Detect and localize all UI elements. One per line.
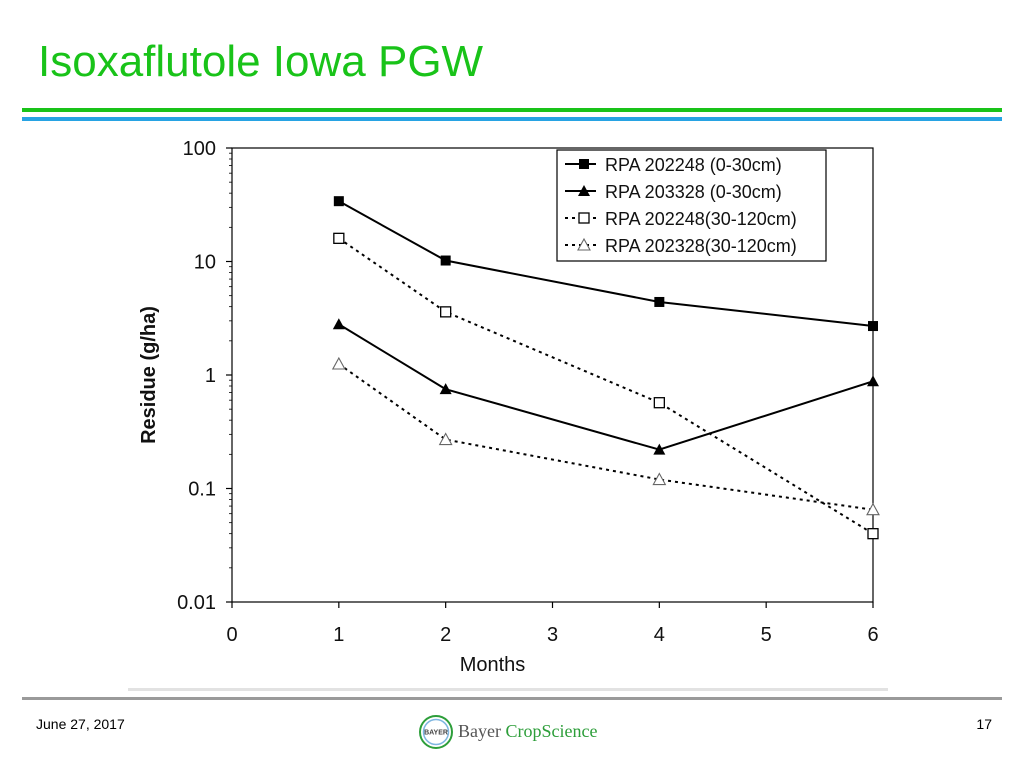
series-3-point xyxy=(333,232,345,244)
logo-product: CropScience xyxy=(505,721,598,741)
chart-series xyxy=(331,196,880,540)
chart-axes: 0.01 0.1 1 10 100 0 1 2 3 4 5 6 Months Residue (g/ha) xyxy=(138,138,879,676)
logo-wordmark: Bayer CropScience xyxy=(458,721,597,742)
legend-marker xyxy=(579,159,589,169)
x-tick-label: 6 xyxy=(867,624,878,646)
bayer-cropscience-logo: BAYER Bayer CropScience xyxy=(416,712,616,754)
footer-date: June 27, 2017 xyxy=(36,716,125,732)
series-2-point xyxy=(332,318,345,330)
series-4-point xyxy=(438,432,453,446)
footer-divider xyxy=(22,697,1002,700)
title-divider-green xyxy=(22,108,1002,112)
series-4-point xyxy=(866,502,880,516)
y-tick-label: 10 xyxy=(194,252,216,274)
series-1-point xyxy=(333,196,344,207)
series-2-point xyxy=(867,375,879,387)
x-tick-label: 0 xyxy=(226,624,237,646)
legend-label: RPA 203328 (0-30cm) xyxy=(605,182,782,202)
x-tick-label: 3 xyxy=(547,624,558,646)
series-line-2 xyxy=(338,323,874,451)
chart-underline xyxy=(128,688,888,691)
series-line-1 xyxy=(338,200,874,328)
legend-label: RPA 202248(30-120cm) xyxy=(605,209,797,229)
y-axis-label: Residue (g/ha) xyxy=(138,306,160,444)
y-tick-label: 0.01 xyxy=(177,592,216,614)
series-1-point xyxy=(440,255,451,266)
x-tick-label: 2 xyxy=(440,624,451,646)
y-tick-label: 100 xyxy=(183,138,216,160)
x-axis-label: Months xyxy=(460,654,526,676)
x-tick-label: 1 xyxy=(333,624,344,646)
series-1-point xyxy=(868,321,878,332)
series-2-point xyxy=(439,383,452,395)
series-1-point xyxy=(654,296,665,307)
x-tick-label: 5 xyxy=(761,624,772,646)
series-4-point xyxy=(331,356,346,370)
logo-badge-text: BAYER xyxy=(424,730,448,737)
x-tick-label: 4 xyxy=(654,624,665,646)
page-number: 17 xyxy=(976,716,992,732)
legend-label: RPA 202248 (0-30cm) xyxy=(605,155,782,175)
series-line-4 xyxy=(338,363,874,511)
legend-box xyxy=(556,149,827,262)
bayer-cross-logo-icon: BAYER xyxy=(419,715,453,749)
y-tick-label: 0.1 xyxy=(188,479,216,501)
legend-label: RPA 202328(30-120cm) xyxy=(605,236,797,256)
logo-brand: Bayer xyxy=(458,721,501,741)
legend-marker xyxy=(578,185,590,196)
series-line-3 xyxy=(338,237,874,535)
y-tick-label: 1 xyxy=(205,365,216,387)
residue-chart: 0.01 0.1 1 10 100 0 1 2 3 4 5 6 Months Residue (g/ha)… xyxy=(128,138,888,691)
series-2-point xyxy=(653,443,666,455)
series-3-point xyxy=(653,397,665,409)
series-4-point xyxy=(652,472,667,486)
title-divider-blue xyxy=(22,117,1002,121)
slide-title: Isoxaflutole Iowa PGW xyxy=(38,37,484,86)
legend-marker xyxy=(578,212,590,224)
legend-marker xyxy=(577,237,591,251)
series-3-point xyxy=(440,306,452,318)
chart-legend: RPA 202248 (0-30cm) RPA 203328 (0-30cm) RP… xyxy=(556,149,827,262)
series-3-point xyxy=(867,528,879,540)
